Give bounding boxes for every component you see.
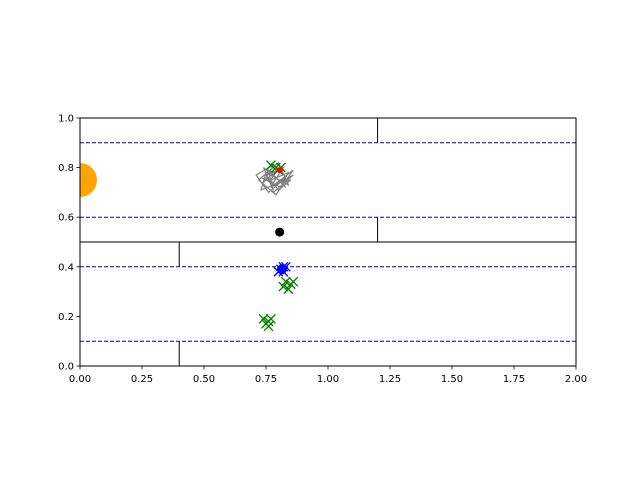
x-tick-label-7: 1.75 (503, 374, 525, 385)
green-marker-6-stroke-b (283, 284, 294, 295)
agent-point (275, 227, 285, 237)
trajectory-layer (80, 161, 294, 197)
green-marker-2-stroke-b (266, 160, 276, 171)
x-axis-ticks: 0.00 0.25 0.50 0.75 1.00 1.25 1.50 1.75 2.00 (69, 366, 587, 385)
x-tick-label-5: 1.25 (379, 374, 401, 385)
green-marker-13-stroke-b (263, 321, 274, 332)
plot-area (79, 117, 577, 367)
markers-layer (258, 160, 299, 332)
lane-lines (80, 142, 576, 342)
y-tick-label-0: 0.0 (58, 362, 74, 373)
y-axis-ticks: 0.0 0.2 0.4 0.6 0.8 1.0 (58, 114, 80, 373)
wall-lines (80, 118, 576, 366)
x-tick-label-1: 0.25 (131, 374, 153, 385)
trajectory-path (255, 161, 294, 196)
y-tick-label-1: 0.2 (58, 312, 74, 323)
x-tick-label-2: 0.50 (193, 374, 215, 385)
red-point (276, 167, 283, 174)
green-marker-6 (283, 284, 294, 295)
blue-point (276, 264, 287, 275)
x-tick-label-6: 1.50 (441, 374, 463, 385)
y-tick-label-5: 1.0 (58, 114, 74, 125)
y-tick-label-4: 0.8 (58, 163, 74, 174)
x-tick-label-4: 1.00 (317, 374, 339, 385)
green-marker-4-stroke-b (280, 276, 291, 287)
y-tick-label-2: 0.4 (58, 262, 74, 273)
x-tick-label-3: 0.75 (255, 374, 277, 385)
green-marker-9 (258, 313, 269, 324)
y-tick-label-3: 0.6 (58, 213, 74, 224)
green-marker-12-stroke-b (266, 313, 276, 324)
x-tick-label-0: 0.00 (69, 374, 91, 385)
green-marker-7 (278, 281, 289, 292)
target-point (80, 163, 97, 197)
x-tick-label-8: 2.00 (565, 374, 587, 385)
green-marker-2 (266, 160, 276, 171)
green-marker-4 (280, 276, 291, 287)
green-marker-13 (263, 321, 274, 332)
green-marker-9-stroke-b (258, 313, 269, 324)
green-marker-12 (266, 313, 276, 324)
green-marker-8-stroke-b (288, 276, 299, 287)
green-marker-8 (288, 276, 299, 287)
green-marker-7-stroke-b (278, 281, 289, 292)
